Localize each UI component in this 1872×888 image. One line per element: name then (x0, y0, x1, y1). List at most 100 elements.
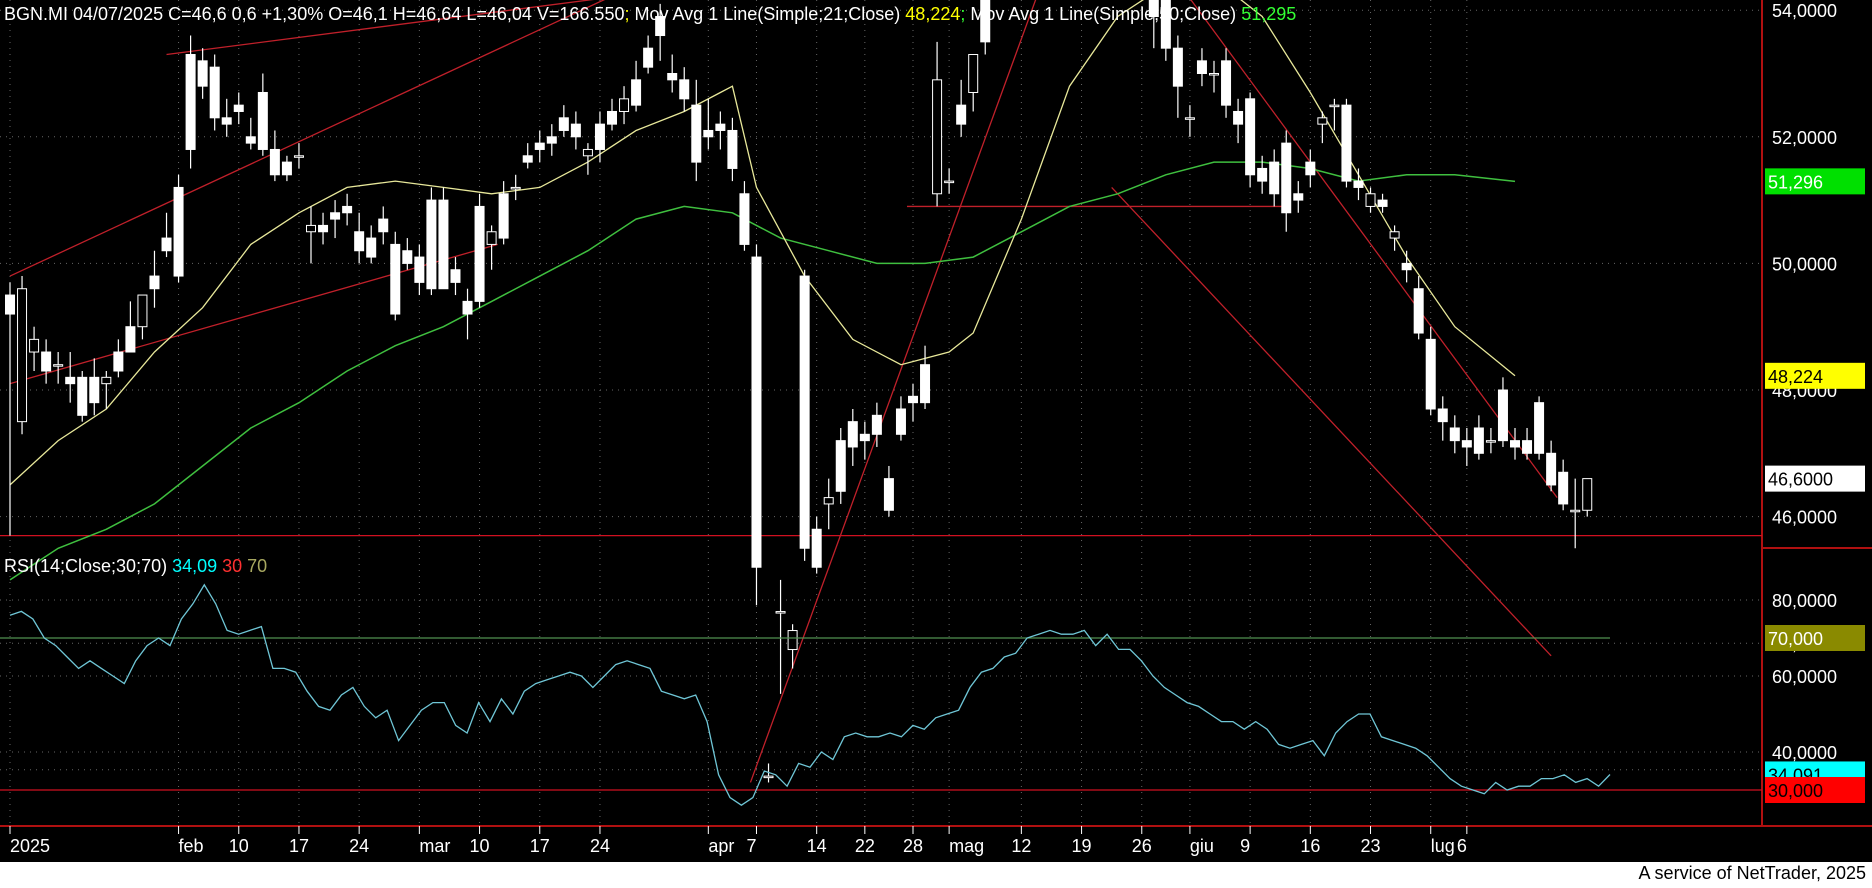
separator: ; (960, 4, 966, 24)
rsi-value-tag-bg (1765, 777, 1865, 803)
candle-body (1582, 478, 1593, 511)
candle-body (306, 224, 316, 233)
candle-body (510, 186, 521, 190)
candle-body (77, 376, 88, 416)
candle-body (1546, 452, 1557, 486)
rsi-value-tag: 30,000 (1768, 781, 1823, 801)
candle-body (1233, 110, 1244, 125)
candle-body (269, 148, 280, 176)
candle-body (1377, 199, 1388, 207)
candle-body (1317, 117, 1328, 125)
credit-text: A service of NetTrader, 2025 (1638, 863, 1866, 883)
rsi-value: 34,09 (167, 556, 218, 576)
candle-body (775, 611, 786, 614)
time-tick-label: 10 (229, 836, 249, 856)
candle-body (17, 288, 28, 423)
candle-body (245, 136, 256, 144)
candle-body (1148, 0, 1159, 18)
candle-body (197, 60, 208, 87)
candle-body (679, 79, 690, 100)
price-tick-label: 46,0000 (1772, 508, 1837, 528)
time-tick-label: 26 (1132, 836, 1152, 856)
candle-body (125, 326, 136, 353)
candle-body (727, 129, 738, 169)
candle-body (426, 199, 437, 290)
candle-body (715, 123, 726, 131)
rsi-upper: 70 (242, 556, 268, 576)
candle-body (89, 376, 100, 404)
candle-body (823, 497, 834, 505)
rsi-tick-label: 40,0000 (1772, 743, 1837, 763)
candle-body (137, 294, 148, 328)
candle-body (233, 104, 244, 112)
candle-body (1172, 47, 1183, 87)
candle-body (739, 193, 750, 245)
time-tick-label: 24 (349, 836, 369, 856)
candle-body (703, 129, 714, 138)
candle-body (1558, 471, 1569, 505)
candle-body (1281, 142, 1292, 214)
ma50-value: 51,295 (1236, 4, 1297, 24)
candle-body (41, 351, 52, 372)
candle-body (65, 376, 76, 385)
candle-body (1534, 402, 1545, 454)
candle-body (944, 180, 955, 184)
time-tick-label: 12 (1011, 836, 1031, 856)
candle-body (1353, 180, 1364, 188)
candle-body (1184, 117, 1195, 120)
candle-body (257, 91, 268, 150)
candle-body (895, 408, 906, 435)
candle-body (546, 136, 557, 144)
candle-body (871, 414, 882, 435)
candle-body (1522, 440, 1533, 454)
rsi-line (9, 583, 1611, 806)
candle-body (1209, 73, 1219, 76)
time-tick-label: 7 (746, 836, 756, 856)
candle-body (980, 0, 991, 43)
price-value-tag: 51,296 (1768, 172, 1823, 192)
candle-body (1510, 440, 1520, 448)
separator: ; (624, 4, 630, 24)
time-tick-label: 23 (1361, 836, 1381, 856)
candle-body (1473, 427, 1484, 454)
time-tick-label: 19 (1072, 836, 1092, 856)
ma21-value: 48,224 (900, 4, 961, 24)
trendline (166, 0, 595, 56)
ma21-label: Mov Avg 1 Line(Simple;21;Close) (629, 4, 901, 24)
candle-body (570, 123, 581, 138)
ma50-label: Mov Avg 1 Line(Simple;50;Close) (965, 4, 1237, 24)
candle-body (1425, 338, 1436, 410)
candle-body (751, 256, 762, 568)
candle-body (342, 205, 353, 214)
candle-body (1305, 161, 1316, 176)
price-tick-label: 50,0000 (1772, 254, 1837, 274)
candle-body (498, 193, 509, 239)
candle-body (522, 155, 533, 163)
candle-body (908, 395, 918, 404)
candle-body (1341, 104, 1352, 182)
ma21-line (9, 0, 1516, 486)
candle-body (1437, 408, 1448, 423)
time-tick-label: 16 (1300, 836, 1320, 856)
candle-body (799, 275, 810, 549)
rsi-header: RSI(14;Close;30;70) 34,09 30 70 (4, 556, 267, 577)
candle-body (1497, 389, 1508, 442)
time-tick-label: mag (949, 836, 984, 856)
candle-body (330, 212, 341, 220)
time-tick-label: feb (179, 836, 204, 856)
time-tick-label: 28 (903, 836, 923, 856)
candle-body (691, 104, 702, 163)
candle-body (582, 148, 593, 157)
candle-body (667, 73, 678, 81)
candle-body (486, 231, 497, 245)
candle-body (1160, 0, 1171, 49)
candle-body (956, 104, 967, 125)
candle-body (1196, 60, 1207, 74)
candle-body (1461, 440, 1472, 448)
price-value-tag: 46,6000 (1768, 470, 1833, 490)
candle-body (655, 16, 666, 37)
candle-body (558, 117, 569, 131)
candle-body (1389, 231, 1400, 239)
time-tick-label: lug (1431, 836, 1455, 856)
